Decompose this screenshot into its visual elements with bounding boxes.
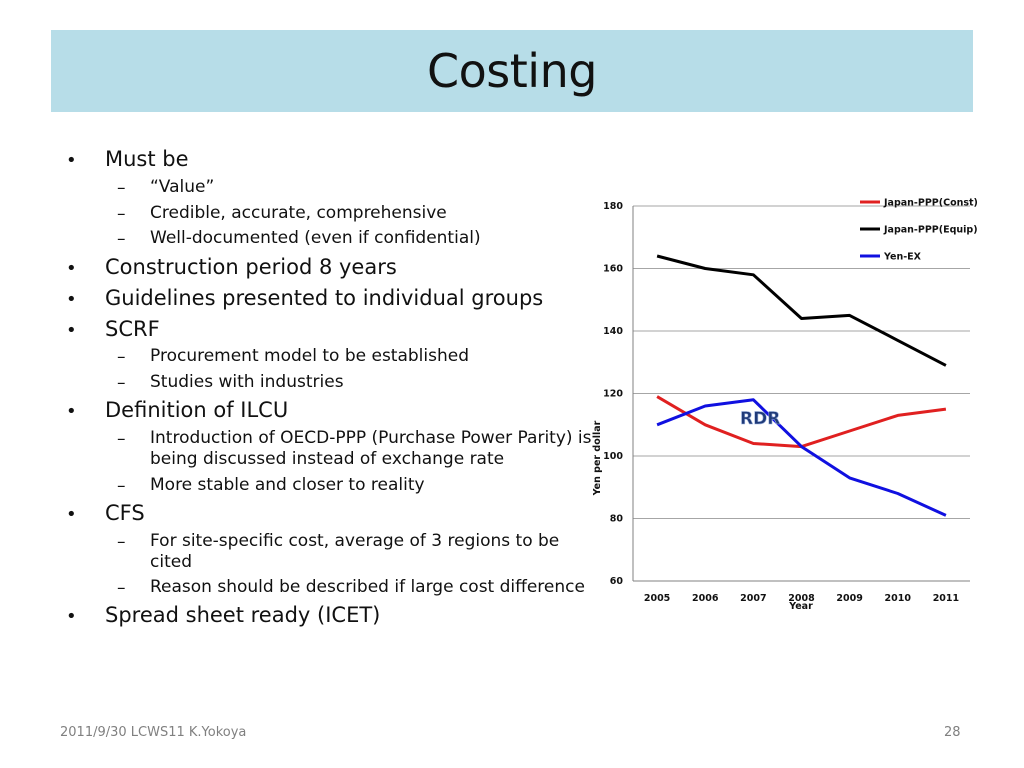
legend-label: Japan-PPP(Const) bbox=[883, 198, 978, 209]
sub-bullet-marker: – bbox=[117, 429, 126, 449]
bullet-spreadsheet: Spread sheet ready (ICET) bbox=[105, 603, 381, 627]
bullet-marker: • bbox=[66, 320, 77, 341]
x-axis-label: Year bbox=[788, 601, 813, 612]
slide-title: Costing bbox=[427, 44, 597, 98]
bullet-ilcu: Definition of ILCU bbox=[105, 398, 289, 422]
x-tick-label: 2005 bbox=[644, 593, 670, 604]
sub-bullet-marker: – bbox=[117, 347, 126, 367]
sub-bullet-marker: – bbox=[117, 476, 126, 496]
bullet-marker: • bbox=[66, 258, 77, 279]
bullet-guidelines: Guidelines presented to individual group… bbox=[105, 286, 544, 310]
sub-bullet-value: “Value” bbox=[150, 177, 215, 197]
x-tick-label: 2007 bbox=[740, 593, 766, 604]
sub-bullet-oecd-ppp: Introduction of OECD-PPP (Purchase Power… bbox=[150, 428, 592, 469]
footer-date-event: 2011/9/30 LCWS11 K.Yokoya bbox=[60, 725, 247, 740]
title-bar: Costing bbox=[51, 30, 973, 112]
series-line bbox=[656, 395, 947, 449]
sub-bullet-procurement: Procurement model to be established bbox=[150, 346, 470, 366]
sub-bullet-credible: Credible, accurate, comprehensive bbox=[150, 203, 447, 223]
chart-legend: Japan-PPP(Const) Japan-PPP(Equip) Yen-EX bbox=[860, 198, 978, 263]
sub-bullet-marker: – bbox=[117, 373, 126, 393]
y-tick-label: 120 bbox=[603, 389, 623, 400]
sub-bullet-marker: – bbox=[117, 229, 126, 249]
sub-bullet-marker: – bbox=[117, 532, 126, 552]
y-tick-label: 80 bbox=[610, 514, 624, 525]
sub-bullet-marker: – bbox=[117, 178, 126, 198]
bullet-marker: • bbox=[66, 504, 77, 525]
x-tick-label: 2009 bbox=[836, 593, 862, 604]
bullet-construction-period: Construction period 8 years bbox=[105, 255, 397, 279]
legend-label: Yen-EX bbox=[883, 252, 922, 263]
x-tick-label: 2011 bbox=[933, 593, 959, 604]
rdr-annotation: RDR bbox=[740, 409, 780, 429]
y-tick-label: 180 bbox=[603, 201, 623, 212]
series-line bbox=[656, 254, 947, 367]
sub-bullet-documented: Well-documented (even if confidential) bbox=[150, 228, 481, 248]
y-axis-label: Yen per dollar bbox=[592, 420, 603, 496]
x-tick-label: 2010 bbox=[885, 593, 912, 604]
sub-bullet-stable: More stable and closer to reality bbox=[150, 475, 425, 495]
chart-axes: 60 80 100 120 140 160 180 2005 2006 2007 2008 2009 2… bbox=[603, 201, 970, 604]
bullet-marker: • bbox=[66, 289, 77, 310]
bullet-must-be: Must be bbox=[105, 147, 189, 171]
x-tick-label: 2008 bbox=[788, 593, 815, 604]
x-tick-label: 2006 bbox=[692, 593, 719, 604]
sub-bullet-marker: – bbox=[117, 578, 126, 598]
bullet-marker: • bbox=[66, 150, 77, 171]
chart-series bbox=[656, 254, 947, 517]
sub-bullet-reason: Reason should be described if large cost… bbox=[150, 577, 585, 597]
y-tick-label: 60 bbox=[610, 576, 624, 587]
y-tick-label: 100 bbox=[603, 451, 623, 462]
chart-grid bbox=[633, 205, 970, 519]
y-tick-label: 140 bbox=[603, 326, 623, 337]
sub-bullet-studies: Studies with industries bbox=[150, 372, 344, 392]
bullet-cfs: CFS bbox=[105, 501, 145, 525]
legend-label: Japan-PPP(Equip) bbox=[883, 225, 978, 236]
y-tick-label: 160 bbox=[603, 264, 623, 275]
bullet-marker: • bbox=[66, 401, 77, 422]
yen-per-dollar-chart: 60 80 100 120 140 160 180 2005 2006 2007 2008 2009 2… bbox=[592, 198, 978, 613]
bullet-scrf: SCRF bbox=[105, 317, 160, 341]
bullet-marker: • bbox=[66, 606, 77, 627]
page-number: 28 bbox=[944, 725, 961, 740]
sub-bullet-marker: – bbox=[117, 204, 126, 224]
sub-bullet-site-specific: For site-specific cost, average of 3 reg… bbox=[150, 531, 560, 572]
series-line bbox=[656, 398, 947, 517]
